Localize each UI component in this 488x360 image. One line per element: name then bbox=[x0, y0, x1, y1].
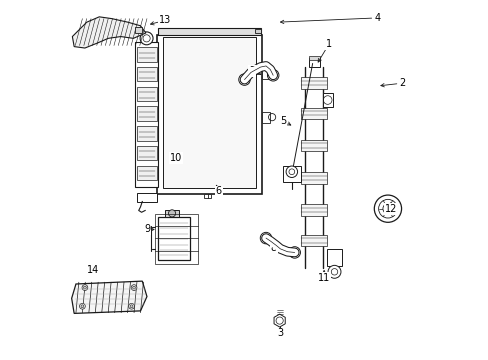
Circle shape bbox=[131, 285, 137, 291]
Text: 2: 2 bbox=[398, 78, 405, 88]
Text: 5: 5 bbox=[280, 116, 286, 126]
Bar bbox=[322, 93, 332, 107]
Bar bbox=[262, 69, 270, 80]
Bar bbox=[137, 87, 156, 101]
Circle shape bbox=[267, 69, 278, 81]
Circle shape bbox=[83, 286, 86, 289]
Circle shape bbox=[168, 210, 175, 217]
Text: 4: 4 bbox=[373, 13, 380, 23]
Bar bbox=[158, 217, 190, 260]
Bar bbox=[135, 42, 158, 187]
Circle shape bbox=[128, 303, 134, 309]
Bar bbox=[301, 140, 326, 151]
Polygon shape bbox=[72, 17, 145, 48]
Bar bbox=[255, 29, 260, 33]
Bar bbox=[164, 210, 179, 217]
Bar bbox=[282, 166, 300, 182]
Text: 12: 12 bbox=[384, 204, 396, 214]
Bar bbox=[301, 172, 326, 184]
Bar bbox=[262, 112, 270, 122]
Circle shape bbox=[140, 32, 153, 45]
Circle shape bbox=[81, 305, 83, 308]
Bar bbox=[137, 193, 156, 202]
Circle shape bbox=[130, 305, 133, 308]
Circle shape bbox=[373, 195, 401, 222]
Bar bbox=[137, 146, 156, 160]
Text: 10: 10 bbox=[169, 153, 182, 163]
Bar bbox=[308, 58, 319, 67]
Bar bbox=[137, 126, 156, 140]
Text: 9: 9 bbox=[143, 225, 150, 234]
Text: 14: 14 bbox=[87, 265, 99, 275]
Bar bbox=[301, 77, 326, 89]
Circle shape bbox=[288, 247, 300, 258]
Bar bbox=[204, 194, 211, 198]
Circle shape bbox=[382, 204, 392, 214]
Circle shape bbox=[384, 206, 390, 212]
Text: 11: 11 bbox=[317, 273, 329, 283]
Circle shape bbox=[80, 303, 85, 309]
Polygon shape bbox=[72, 281, 147, 314]
Circle shape bbox=[238, 74, 250, 85]
Circle shape bbox=[82, 285, 88, 291]
Bar bbox=[137, 47, 156, 62]
Text: 3: 3 bbox=[277, 328, 283, 338]
Text: 7: 7 bbox=[249, 66, 255, 76]
Bar bbox=[301, 235, 326, 246]
Bar bbox=[308, 55, 319, 60]
Bar bbox=[163, 37, 255, 188]
Text: 8: 8 bbox=[270, 243, 276, 253]
Bar bbox=[301, 108, 326, 119]
Polygon shape bbox=[273, 314, 285, 327]
Circle shape bbox=[378, 199, 396, 218]
Circle shape bbox=[285, 166, 297, 177]
Circle shape bbox=[327, 265, 340, 278]
Bar bbox=[137, 67, 156, 81]
Bar bbox=[137, 166, 156, 180]
Bar bbox=[326, 249, 341, 266]
Bar bbox=[155, 215, 198, 264]
Bar bbox=[301, 204, 326, 216]
Circle shape bbox=[260, 232, 271, 244]
Bar bbox=[135, 27, 142, 33]
Bar bbox=[156, 35, 262, 194]
Text: 6: 6 bbox=[215, 186, 221, 197]
Bar bbox=[137, 107, 156, 121]
Circle shape bbox=[132, 286, 135, 289]
Bar bbox=[158, 28, 260, 35]
Text: 1: 1 bbox=[325, 40, 331, 49]
Text: 13: 13 bbox=[159, 15, 171, 26]
